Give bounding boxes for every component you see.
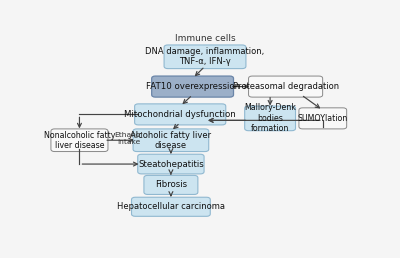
FancyBboxPatch shape [152,76,234,97]
FancyBboxPatch shape [245,106,296,131]
FancyBboxPatch shape [132,197,210,216]
Text: Mallory-Denk
bodies
formation: Mallory-Denk bodies formation [244,103,296,133]
Text: Ethanol
intake: Ethanol intake [114,132,143,145]
FancyBboxPatch shape [248,76,323,97]
FancyBboxPatch shape [299,108,347,129]
Text: Immune cells: Immune cells [175,34,235,43]
FancyBboxPatch shape [144,175,198,195]
FancyBboxPatch shape [133,129,209,151]
Text: Nonalcoholic fatty
liver disease: Nonalcoholic fatty liver disease [44,131,115,150]
FancyBboxPatch shape [138,154,204,174]
Text: Fibrosis: Fibrosis [155,180,187,189]
Text: Mitochondrial dysfunction: Mitochondrial dysfunction [124,110,236,119]
FancyBboxPatch shape [51,129,108,151]
Text: DNA damage, inflammation,
TNF-α, IFN-γ: DNA damage, inflammation, TNF-α, IFN-γ [145,47,265,67]
FancyBboxPatch shape [164,45,246,69]
Text: Alcoholic fatty liver
disease: Alcoholic fatty liver disease [130,131,212,150]
Text: Steatohepatitis: Steatohepatitis [138,159,204,168]
Text: FAT10 overexpression: FAT10 overexpression [146,82,240,91]
Text: Hepatocellular carcinoma: Hepatocellular carcinoma [117,202,225,211]
FancyBboxPatch shape [135,104,226,125]
Text: SUMOYlation: SUMOYlation [298,114,348,123]
Text: Proteasomal degradation: Proteasomal degradation [232,82,339,91]
